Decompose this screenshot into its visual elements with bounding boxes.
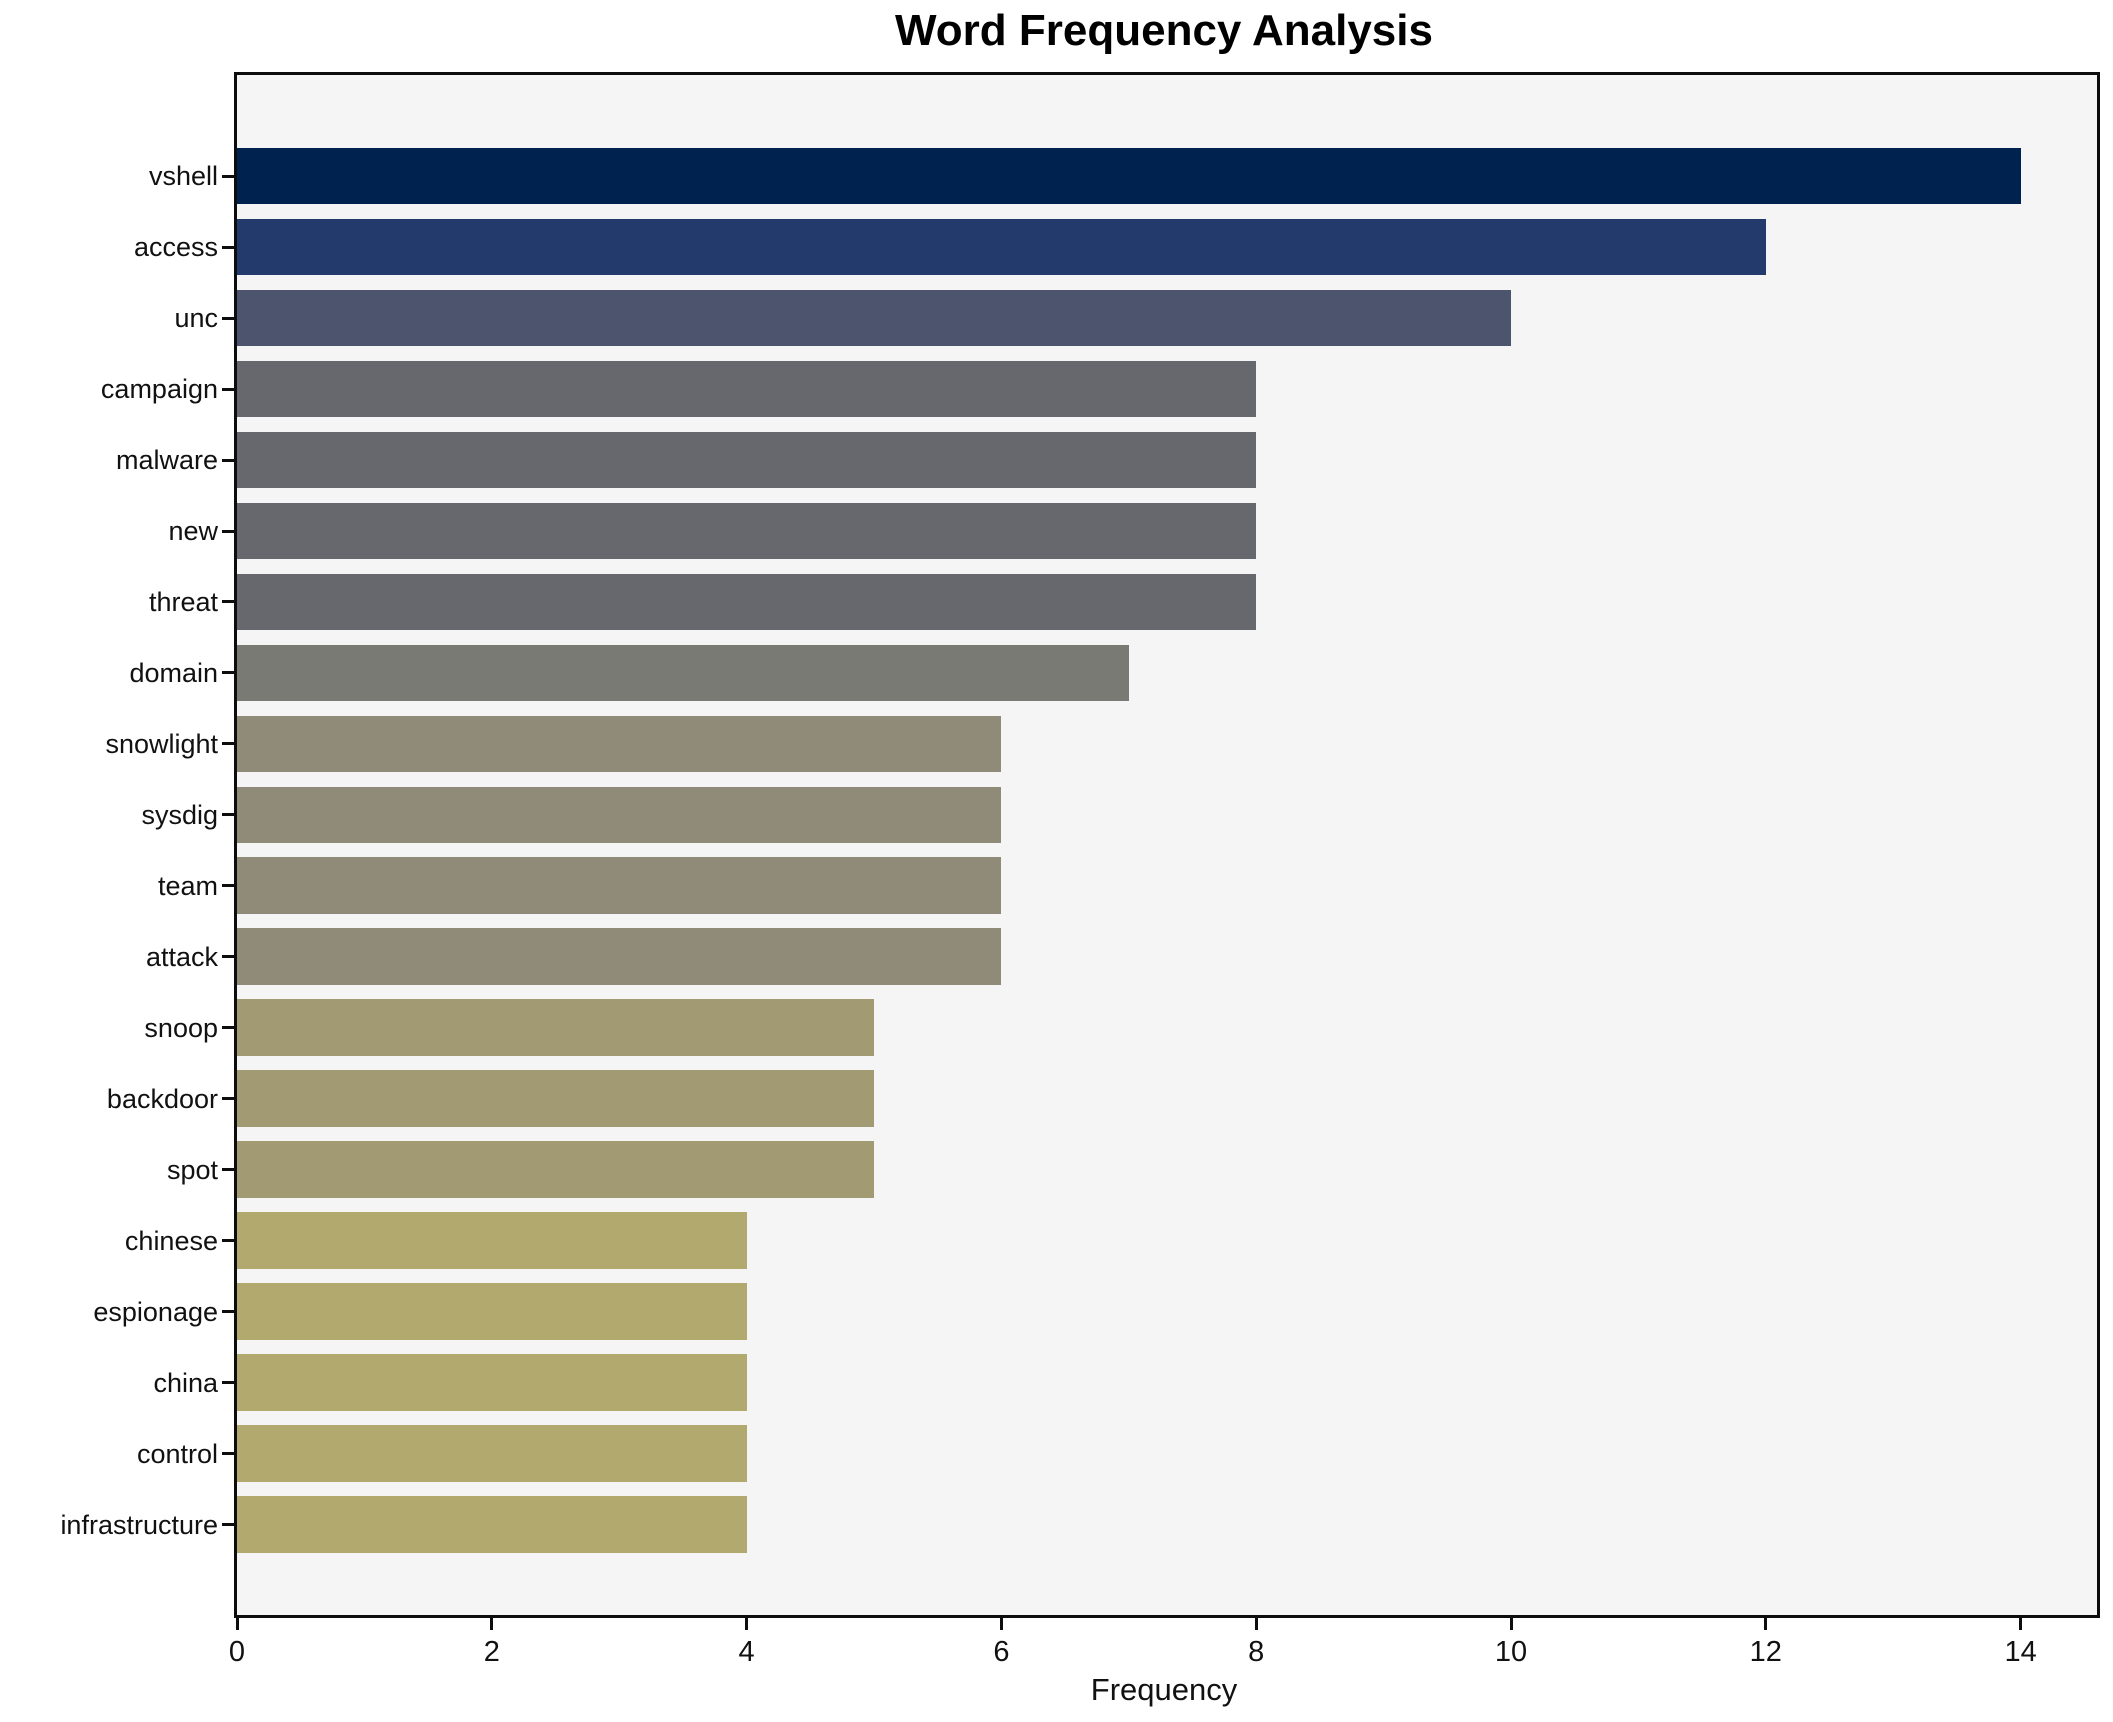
y-tick <box>222 813 234 817</box>
x-tick <box>2019 1618 2023 1630</box>
y-tick-label: team <box>157 870 218 901</box>
x-tick-label: 14 <box>2004 1636 2037 1668</box>
y-tick-label: malware <box>115 445 218 475</box>
x-tick <box>1254 1618 1258 1630</box>
bar-new <box>237 502 1257 560</box>
bar-spot <box>237 1141 874 1199</box>
bar-sysdig <box>237 786 1002 844</box>
y-tick <box>222 671 234 675</box>
y-tick-label: control <box>136 1438 218 1469</box>
x-tick-label: 12 <box>1749 1636 1782 1668</box>
y-tick <box>222 387 234 391</box>
y-tick <box>222 458 234 462</box>
x-tick <box>235 1618 239 1630</box>
y-tick <box>222 1310 234 1314</box>
y-tick <box>222 1026 234 1030</box>
y-tick <box>222 600 234 604</box>
bar-espionage <box>237 1283 747 1340</box>
x-axis-label: Frequency <box>1090 1672 1238 1707</box>
bar-chinese <box>237 1212 747 1270</box>
bar-china <box>237 1354 747 1411</box>
y-tick-label: domain <box>129 657 218 688</box>
x-tick <box>745 1618 749 1630</box>
y-tick-label: threat <box>148 586 218 617</box>
y-tick-label: infrastructure <box>60 1509 218 1540</box>
bar-malware <box>237 431 1257 489</box>
y-tick <box>222 174 234 178</box>
y-tick <box>222 1381 234 1385</box>
y-tick <box>222 316 234 320</box>
y-tick <box>222 1239 234 1243</box>
bar-snowlight <box>237 715 1002 773</box>
bar-access <box>237 218 1766 276</box>
bar-threat <box>237 573 1257 631</box>
x-tick-label: 10 <box>1494 1636 1528 1668</box>
bar-unc <box>237 289 1511 347</box>
y-tick-label: espionage <box>93 1296 218 1327</box>
bar-snoop <box>237 999 874 1057</box>
chart-title: Word Frequency Analysis <box>895 6 1433 55</box>
y-tick-label: campaign <box>100 374 218 404</box>
bar-attack <box>237 928 1002 986</box>
y-tick-label: new <box>168 516 218 546</box>
bar-backdoor <box>237 1070 874 1128</box>
x-tick <box>999 1618 1003 1630</box>
y-tick-label: spot <box>166 1154 218 1185</box>
plot-area <box>234 72 2100 1618</box>
y-tick-label: china <box>153 1367 218 1398</box>
x-tick-label: 2 <box>483 1636 500 1668</box>
x-tick <box>1509 1618 1513 1630</box>
y-tick <box>222 742 234 746</box>
bar-infrastructure <box>237 1496 747 1553</box>
y-tick-label: attack <box>145 941 218 972</box>
y-tick-label: backdoor <box>106 1083 218 1114</box>
bar-domain <box>237 644 1129 702</box>
y-tick-label: access <box>133 232 218 263</box>
y-tick-label: chinese <box>124 1225 218 1256</box>
bar-team <box>237 857 1002 915</box>
y-tick <box>222 1168 234 1172</box>
y-tick <box>222 1523 234 1526</box>
y-tick <box>222 245 234 249</box>
y-tick-label: sysdig <box>141 799 218 830</box>
x-tick <box>1764 1618 1768 1630</box>
y-tick-label: vshell <box>148 161 218 192</box>
x-tick-label: 4 <box>738 1636 755 1668</box>
y-tick <box>222 955 234 959</box>
y-tick <box>222 1452 234 1455</box>
bar-campaign <box>237 360 1257 418</box>
y-tick-label: unc <box>174 303 218 334</box>
y-tick <box>222 1097 234 1101</box>
bar-vshell <box>237 147 2021 205</box>
y-tick-label: snowlight <box>105 728 218 759</box>
y-tick <box>222 529 234 533</box>
bar-control <box>237 1425 747 1482</box>
x-tick-label: 0 <box>228 1636 246 1668</box>
x-tick <box>490 1618 494 1630</box>
x-tick-label: 6 <box>993 1636 1010 1668</box>
x-tick-label: 8 <box>1248 1636 1265 1668</box>
y-tick-label: snoop <box>144 1012 218 1043</box>
y-tick <box>222 884 234 888</box>
